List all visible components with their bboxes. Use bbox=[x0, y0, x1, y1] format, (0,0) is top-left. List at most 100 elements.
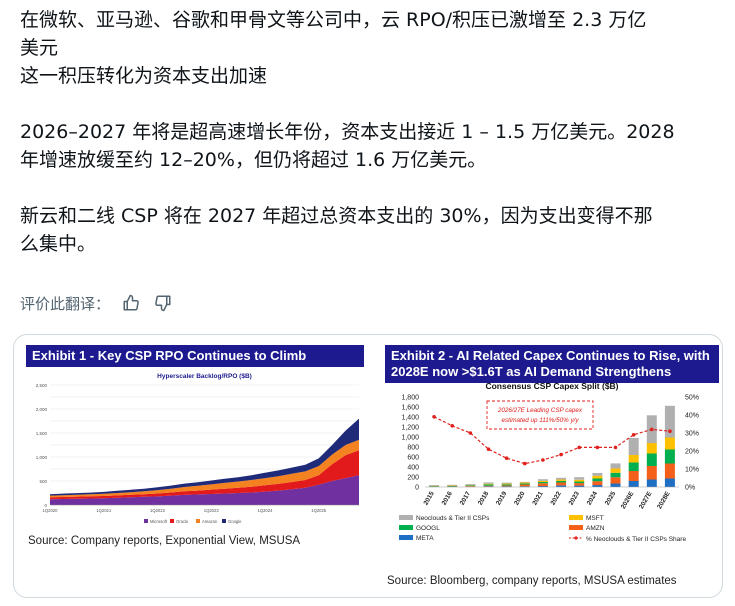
exhibit1-area-microsoft bbox=[50, 475, 359, 505]
exhibit2-bar-googl bbox=[465, 485, 476, 487]
exhibit1-x-tick: 1Q2020 bbox=[43, 508, 59, 513]
exhibit2-x-tick: 2024 bbox=[586, 490, 599, 506]
exhibit2-bar-neoclouds-tier-ii-csps bbox=[519, 481, 530, 483]
exhibit2-bar-googl bbox=[610, 472, 621, 478]
exhibit1-x-tick: 1Q2024 bbox=[258, 508, 274, 513]
exhibit2-chart: Consensus CSP Capex Split ($B) 0 200 400 600… bbox=[399, 383, 699, 543]
exhibit2-bar-meta bbox=[574, 485, 585, 487]
exhibit2-bar-meta bbox=[646, 479, 657, 487]
exhibit1-title: Exhibit 1 - Key CSP RPO Continues to Cli… bbox=[26, 345, 364, 367]
exhibit2-y-tick: 1,800 bbox=[401, 395, 419, 402]
exhibit1-x-tick: 1Q2023 bbox=[204, 508, 220, 513]
exhibit1-y-tick: 0 bbox=[44, 503, 47, 508]
exhibit2-bar-neoclouds-tier-ii-csps bbox=[664, 405, 675, 438]
exhibit2-share-point bbox=[577, 445, 582, 450]
exhibit2-y-tick: 400 bbox=[407, 465, 419, 472]
exhibit2-bar-meta bbox=[628, 481, 639, 487]
exhibit2-share-point bbox=[559, 452, 563, 457]
exhibit2-share-point bbox=[468, 431, 473, 435]
exhibit1-y-tick: 2,500 bbox=[36, 383, 48, 388]
exhibit2-bar-neoclouds-tier-ii-csps bbox=[429, 485, 440, 486]
exhibit2-bar-msft bbox=[519, 482, 530, 484]
exhibit2-x-tick: 2020 bbox=[513, 490, 526, 506]
exhibit2-bar-msft bbox=[628, 455, 639, 463]
exhibit2-bar-amzn bbox=[465, 486, 476, 487]
exhibit2-bar-googl bbox=[628, 462, 639, 471]
post-line: 年增速放缓至约 12–20%，但仍将超过 1.6 万亿美元。 bbox=[20, 149, 487, 171]
post-line: 美元 bbox=[20, 37, 59, 59]
exhibit2-y-tick: 1,600 bbox=[401, 405, 419, 412]
exhibit2-share-point bbox=[613, 445, 618, 450]
exhibits-image-card[interactable]: Exhibit 1 - Key CSP RPO Continues to Cli… bbox=[13, 334, 723, 598]
exhibit2-x-tick: 2028E bbox=[656, 490, 672, 510]
exhibit2-y2-tick: 10% bbox=[685, 467, 699, 474]
exhibit2-x-tick: 2017 bbox=[459, 490, 472, 506]
exhibit2-y-tick: 600 bbox=[407, 455, 419, 462]
exhibit2-bar-googl bbox=[483, 484, 494, 486]
exhibit2-bar-meta bbox=[664, 478, 675, 487]
exhibit2-bar-amzn bbox=[574, 483, 585, 486]
exhibit2-y2-tick: 30% bbox=[685, 431, 699, 438]
exhibit2-y-tick: 200 bbox=[407, 475, 419, 482]
exhibit2-bar-meta bbox=[537, 486, 548, 487]
exhibit2-x-tick: 2015 bbox=[423, 490, 436, 506]
exhibit2-bar-neoclouds-tier-ii-csps bbox=[501, 482, 512, 484]
exhibit2-source: Source: Bloomberg, company reports, MSUS… bbox=[387, 575, 677, 587]
exhibit2-bar-msft bbox=[447, 485, 458, 486]
exhibit2-annotation-line2: estimated up 111%/50% y/y bbox=[501, 417, 579, 424]
exhibit2-bar-amzn bbox=[483, 485, 494, 487]
post-line: 在微软、亚马逊、谷歌和甲骨文等公司中，云 RPO/积压已激增至 2.3 万亿 bbox=[20, 9, 647, 31]
exhibit2-bar-meta bbox=[483, 486, 494, 487]
exhibit2-bar-googl bbox=[556, 480, 567, 483]
exhibit2-share-point bbox=[631, 433, 636, 437]
exhibit2-y-tick: 0 bbox=[415, 485, 419, 492]
exhibit2-bar-neoclouds-tier-ii-csps bbox=[628, 438, 639, 455]
exhibit2-x-tick: 2022 bbox=[550, 490, 563, 506]
exhibit2-legend-marker bbox=[574, 536, 578, 540]
thumbs-down-icon[interactable] bbox=[152, 292, 174, 314]
exhibit2-y-tick: 1,400 bbox=[401, 415, 419, 422]
exhibit2-bar-neoclouds-tier-ii-csps bbox=[574, 477, 585, 480]
exhibit2-x-tick: 2019 bbox=[495, 490, 508, 506]
exhibit2-bar-neoclouds-tier-ii-csps bbox=[465, 484, 476, 486]
exhibit1-legend-label: Amazon bbox=[202, 519, 218, 524]
exhibit2-x-tick: 2026E bbox=[620, 490, 636, 510]
exhibit2-legend-label: MSFT bbox=[586, 515, 604, 522]
exhibit1-legend-swatch bbox=[222, 519, 226, 523]
exhibit2-bar-neoclouds-tier-ii-csps bbox=[537, 479, 548, 481]
exhibit2-bar-amzn bbox=[537, 483, 548, 487]
exhibit1-legend-label: Google bbox=[228, 519, 242, 524]
exhibit2-share-point bbox=[432, 415, 436, 419]
exhibit2-share-line bbox=[433, 416, 670, 465]
exhibit2-bar-neoclouds-tier-ii-csps bbox=[592, 473, 603, 476]
exhibit2-bar-neoclouds-tier-ii-csps bbox=[483, 482, 494, 484]
exhibit2-x-tick: 2023 bbox=[568, 490, 581, 506]
exhibit1-area-amazon bbox=[50, 439, 359, 498]
exhibit2-share-point bbox=[504, 456, 509, 460]
post-line: 2026–2027 年将是超高速增长年份，资本支出接近 1 – 1.5 万亿美元… bbox=[20, 121, 675, 143]
exhibit2-bar-neoclouds-tier-ii-csps bbox=[610, 463, 621, 469]
exhibit1-source: Source: Company reports, Exponential Vie… bbox=[28, 535, 301, 547]
exhibit2-y2-tick: 0% bbox=[685, 485, 695, 492]
post-line: 这一积压转化为资本支出加速 bbox=[20, 65, 268, 87]
exhibit2-share-point bbox=[649, 427, 654, 432]
exhibit2-bar-amzn bbox=[556, 482, 567, 486]
exhibit2-bar-meta bbox=[592, 485, 603, 487]
exhibit2-share-point bbox=[541, 458, 545, 462]
exhibit2-bar-googl bbox=[537, 482, 548, 484]
exhibit1-x-tick: 1Q2021 bbox=[96, 508, 112, 513]
exhibit2-bar-msft bbox=[610, 468, 621, 473]
exhibit2-bar-amzn bbox=[592, 481, 603, 486]
post-text: 在微软、亚马逊、谷歌和甲骨文等公司中，云 RPO/积压已激增至 2.3 万亿 美… bbox=[20, 6, 720, 258]
thumbs-up-icon[interactable] bbox=[120, 292, 142, 314]
exhibit2-bar-googl bbox=[429, 486, 440, 487]
translation-feedback: 评价此翻译： bbox=[20, 292, 174, 314]
exhibit2-bar-meta bbox=[556, 485, 567, 487]
exhibit1-legend-swatch bbox=[196, 519, 200, 523]
exhibit2-share-point bbox=[450, 424, 455, 428]
exhibit2-legend-label: % Neoclouds & Tier II CSPs Share bbox=[586, 536, 686, 543]
exhibit2-annotation-line1: 2026/27E Leading CSP capex bbox=[497, 407, 583, 414]
exhibit1-chart-title: Hyperscaler Backlog/RPO ($B) bbox=[157, 373, 252, 380]
exhibit2-y-tick: 1,200 bbox=[401, 425, 419, 432]
exhibit1-x-tick: 1Q2025 bbox=[311, 508, 327, 513]
